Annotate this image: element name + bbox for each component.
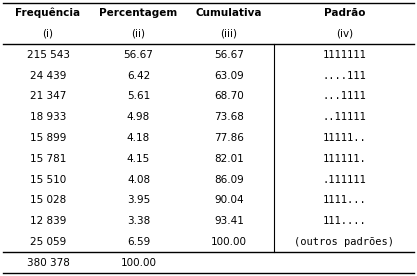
Text: 215 543: 215 543 — [27, 50, 70, 60]
Text: 4.15: 4.15 — [127, 154, 150, 164]
Text: 6.42: 6.42 — [127, 71, 150, 81]
Text: (ii): (ii) — [131, 29, 146, 39]
Text: ...1111: ...1111 — [322, 91, 366, 101]
Text: 73.68: 73.68 — [214, 112, 244, 122]
Text: 111....: 111.... — [322, 216, 366, 226]
Text: 100.00: 100.00 — [211, 237, 247, 247]
Text: Cumulativa: Cumulativa — [196, 8, 262, 18]
Text: Percentagem: Percentagem — [99, 8, 178, 18]
Text: .111111: .111111 — [322, 175, 366, 185]
Text: 4.18: 4.18 — [127, 133, 150, 143]
Text: 25 059: 25 059 — [30, 237, 66, 247]
Text: 111111.: 111111. — [322, 154, 366, 164]
Text: 4.98: 4.98 — [127, 112, 150, 122]
Text: 15 028: 15 028 — [30, 195, 66, 205]
Text: 18 933: 18 933 — [30, 112, 66, 122]
Text: 56.67: 56.67 — [123, 50, 153, 60]
Text: ..11111: ..11111 — [322, 112, 366, 122]
Text: 21 347: 21 347 — [30, 91, 66, 101]
Text: 380 378: 380 378 — [27, 258, 70, 268]
Text: Frequência: Frequência — [15, 8, 80, 18]
Text: 77.86: 77.86 — [214, 133, 244, 143]
Text: 1111111: 1111111 — [322, 50, 366, 60]
Text: ....111: ....111 — [322, 71, 366, 81]
Text: 93.41: 93.41 — [214, 216, 244, 226]
Text: (iv): (iv) — [336, 29, 353, 39]
Text: (outros padrões): (outros padrões) — [294, 237, 394, 247]
Text: 3.38: 3.38 — [127, 216, 150, 226]
Text: 86.09: 86.09 — [214, 175, 244, 185]
Text: 24 439: 24 439 — [30, 71, 66, 81]
Text: 4.08: 4.08 — [127, 175, 150, 185]
Text: 12 839: 12 839 — [30, 216, 66, 226]
Text: 100.00: 100.00 — [121, 258, 156, 268]
Text: 15 899: 15 899 — [30, 133, 66, 143]
Text: 82.01: 82.01 — [214, 154, 244, 164]
Text: 11111..: 11111.. — [322, 133, 366, 143]
Text: Padrão: Padrão — [324, 8, 365, 18]
Text: 68.70: 68.70 — [214, 91, 244, 101]
Text: 1111...: 1111... — [322, 195, 366, 205]
Text: 5.61: 5.61 — [127, 91, 150, 101]
Text: 15 781: 15 781 — [30, 154, 66, 164]
Text: 3.95: 3.95 — [127, 195, 150, 205]
Text: (i): (i) — [43, 29, 53, 39]
Text: 90.04: 90.04 — [214, 195, 244, 205]
Text: 56.67: 56.67 — [214, 50, 244, 60]
Text: (iii): (iii) — [221, 29, 238, 39]
Text: 63.09: 63.09 — [214, 71, 244, 81]
Text: 6.59: 6.59 — [127, 237, 150, 247]
Text: 15 510: 15 510 — [30, 175, 66, 185]
